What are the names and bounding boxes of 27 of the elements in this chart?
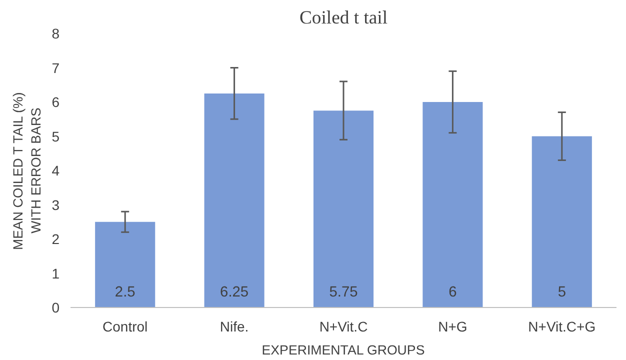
data-label: 2.5	[114, 284, 136, 301]
y-tick-label: 0	[52, 300, 60, 316]
data-label: 5.75	[329, 284, 358, 301]
chart-title: Coiled t tail	[299, 8, 388, 28]
x-tick-label: N+Vit.C+G	[528, 318, 596, 334]
x-tick-label: N+Vit.C	[319, 318, 368, 334]
y-tick-label: 8	[52, 26, 60, 42]
x-tick-label: Nife.	[220, 318, 249, 334]
bar	[532, 136, 592, 308]
bar	[204, 93, 264, 308]
y-tick-label: 5	[52, 128, 60, 144]
y-tick-label: 6	[52, 94, 60, 110]
bar	[422, 102, 483, 308]
bar	[95, 222, 156, 308]
y-tick-label: 2	[52, 231, 60, 247]
data-label: 6.25	[220, 284, 249, 301]
y-axis-title: MEAN COILED T TAIL (%) WITH ERROR BARS	[10, 92, 44, 250]
x-tick-label: N+G	[438, 318, 468, 334]
y-tick-label: 1	[52, 265, 60, 282]
x-axis-title: EXPERIMENTAL GROUPS	[262, 342, 425, 358]
data-label: 5	[558, 284, 566, 301]
x-tick-label: Control	[102, 318, 148, 334]
y-tick-label: 7	[52, 60, 60, 76]
data-label: 6	[448, 284, 457, 301]
y-tick-label: 4	[52, 162, 60, 178]
y-tick-label: 3	[52, 196, 60, 213]
bar	[313, 110, 374, 308]
